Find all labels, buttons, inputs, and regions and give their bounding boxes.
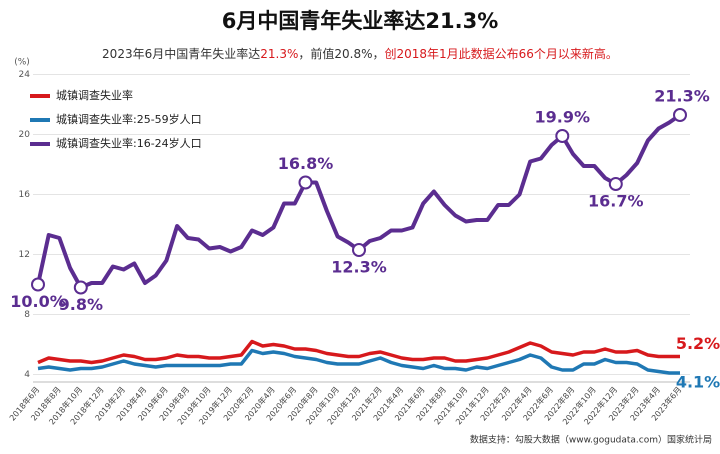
data-label: 16.8% — [278, 154, 334, 173]
point-marker — [608, 177, 623, 191]
data-label: 16.7% — [588, 192, 644, 211]
y-tick-label: 16 — [19, 190, 31, 200]
point-marker — [31, 277, 45, 292]
data-label: 12.3% — [331, 258, 387, 277]
point-marker — [298, 175, 313, 190]
series-line — [37, 348, 680, 375]
data-label: 21.3% — [654, 87, 710, 106]
legend-label: 城镇调查失业率:25-59岁人口 — [56, 112, 202, 126]
source: 数据支持：勾股大数据（www.gogudata.com）国家统计局 — [470, 434, 712, 446]
legend-label: 城镇调查失业率:16-24岁人口 — [56, 136, 202, 150]
series-line — [37, 339, 680, 365]
point-marker — [673, 108, 687, 122]
y-tick-label: 8 — [24, 310, 30, 320]
y-tick-label: 24 — [19, 70, 31, 80]
point-marker — [73, 280, 88, 295]
y-unit: (%) — [14, 58, 30, 68]
subtitle-part: 2023年6月中国青年失业率达 — [102, 46, 260, 61]
subtitle-part: ，前值20.8%， — [298, 46, 384, 61]
subtitle-part: 21.3% — [260, 47, 298, 61]
chart-title: 6月中国青年失业率达21.3% — [222, 9, 498, 33]
point-marker — [555, 129, 570, 143]
data-label: 10.0% — [10, 292, 66, 311]
data-label: 9.8% — [59, 295, 103, 314]
data-label: 4.1% — [676, 373, 720, 392]
y-tick-label: 4 — [24, 370, 30, 380]
y-tick-label: 12 — [19, 250, 30, 260]
y-tick-label: 20 — [19, 130, 31, 140]
data-label: 19.9% — [535, 108, 591, 127]
point-marker — [352, 243, 366, 257]
subtitle-part: 创2018年1月此数据公布66个月以来新高。 — [384, 46, 617, 61]
legend-label: 城镇调查失业率 — [56, 88, 133, 102]
subtitle: 2023年6月中国青年失业率达21.3%，前值20.8%，创2018年1月此数据… — [102, 46, 618, 61]
data-label: 5.2% — [676, 334, 720, 353]
